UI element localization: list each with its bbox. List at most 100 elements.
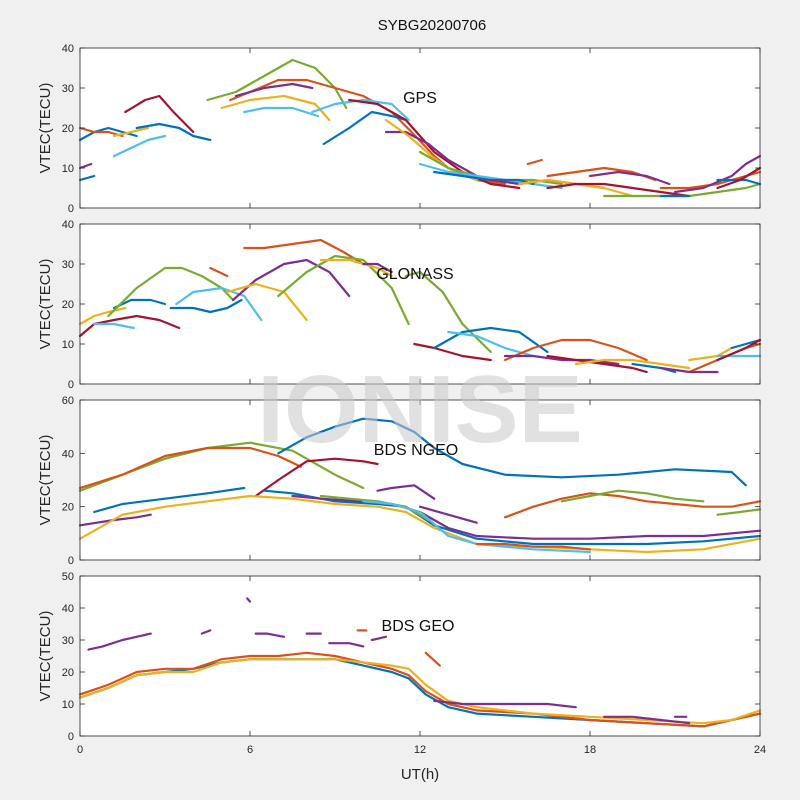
series-line-33 bbox=[716, 166, 762, 190]
series-line-27 bbox=[588, 170, 671, 186]
series-line-5 bbox=[112, 134, 167, 158]
panel-annotation: BDS GEO bbox=[382, 618, 455, 635]
series-line-14 bbox=[603, 715, 691, 725]
x-tick-label: 0 bbox=[77, 744, 83, 756]
series-line-12 bbox=[277, 254, 410, 326]
series-line-7 bbox=[78, 162, 93, 170]
series-line-15 bbox=[404, 270, 492, 354]
panel-annotation: BDS NGEO bbox=[374, 442, 458, 459]
subplot-grid: 0 10 20 30 40 VTEC(TECU) GPS 0 10 20 30 40 VTEC(TECU… bbox=[37, 43, 766, 756]
series-line-20 bbox=[418, 162, 563, 190]
y-tick-label: 0 bbox=[68, 379, 74, 391]
series-line-2 bbox=[78, 651, 762, 728]
series-line-10 bbox=[376, 484, 436, 500]
series-line-10 bbox=[209, 266, 229, 278]
series-line-9 bbox=[291, 494, 762, 540]
series-line-6 bbox=[254, 632, 286, 638]
y-axis-label: VTEC(TECU) bbox=[37, 611, 54, 702]
y-tick-label: 30 bbox=[62, 635, 74, 647]
subplot-1: 0 10 20 30 40 VTEC(TECU) GPS bbox=[37, 43, 762, 215]
y-tick-label: 10 bbox=[62, 163, 74, 175]
subplot-2: 0 10 20 30 40 VTEC(TECU) GLONASS bbox=[37, 219, 762, 391]
series-line-3 bbox=[277, 417, 747, 487]
x-tick-label: 24 bbox=[754, 744, 766, 756]
y-tick-label: 0 bbox=[68, 203, 74, 215]
y-tick-label: 0 bbox=[68, 731, 74, 743]
y-tick-label: 20 bbox=[62, 123, 74, 135]
series-line-4 bbox=[87, 632, 152, 651]
series-line-19 bbox=[503, 338, 648, 362]
y-axis-label: VTEC(TECU) bbox=[37, 435, 54, 526]
y-axis-label: VTEC(TECU) bbox=[37, 259, 54, 350]
series-group bbox=[78, 238, 762, 374]
series-line-7 bbox=[175, 286, 263, 322]
series-line-4 bbox=[112, 126, 150, 138]
series-line-2 bbox=[78, 446, 303, 490]
y-tick-label: 30 bbox=[62, 259, 74, 271]
series-line-17 bbox=[433, 326, 549, 354]
plot-area bbox=[80, 224, 760, 384]
series-line-8 bbox=[78, 174, 96, 182]
series-line-6 bbox=[169, 298, 243, 314]
series-line-14 bbox=[362, 262, 393, 274]
series-line-7 bbox=[78, 494, 762, 554]
y-tick-label: 40 bbox=[62, 219, 74, 231]
series-line-13 bbox=[433, 699, 577, 709]
subplot-4: 0 6 12 18 24 0 10 20 30 40 50 VTEC(TECU) BDS GEO bbox=[37, 571, 766, 756]
y-tick-label: 30 bbox=[62, 83, 74, 95]
series-line-6 bbox=[78, 513, 152, 527]
plot-area bbox=[80, 576, 760, 736]
series-line-12 bbox=[424, 651, 441, 667]
plot-area bbox=[80, 400, 760, 560]
series-line-1 bbox=[124, 94, 195, 134]
series-line-26 bbox=[730, 338, 762, 350]
series-line-10 bbox=[246, 597, 252, 603]
series-line-32 bbox=[716, 178, 762, 186]
x-tick-label: 6 bbox=[247, 744, 253, 756]
series-line-16 bbox=[413, 342, 492, 362]
series-line-31 bbox=[673, 154, 762, 194]
y-tick-label: 10 bbox=[62, 339, 74, 351]
panel-annotation: GLONASS bbox=[376, 266, 453, 283]
series-line-21 bbox=[546, 354, 648, 374]
series-group bbox=[78, 597, 762, 728]
series-line-13 bbox=[234, 82, 314, 98]
x-tick-label: 18 bbox=[584, 744, 596, 756]
y-tick-label: 50 bbox=[62, 571, 74, 583]
y-tick-label: 20 bbox=[62, 299, 74, 311]
series-line-8 bbox=[328, 642, 365, 648]
series-line-5 bbox=[200, 629, 212, 635]
series-line-1 bbox=[78, 306, 127, 326]
series-line-3 bbox=[78, 658, 762, 725]
series-line-11 bbox=[243, 238, 365, 266]
series-line-29 bbox=[659, 366, 719, 374]
y-tick-label: 10 bbox=[62, 699, 74, 711]
series-line-12 bbox=[243, 106, 320, 118]
y-tick-label: 20 bbox=[62, 502, 74, 514]
plot-area bbox=[80, 48, 760, 208]
series-line-3 bbox=[78, 126, 124, 138]
y-tick-label: 20 bbox=[62, 667, 74, 679]
y-axis-label: VTEC(TECU) bbox=[37, 83, 54, 174]
x-axis-label: UT(h) bbox=[401, 766, 439, 783]
series-line-15 bbox=[560, 489, 705, 503]
series-line-16 bbox=[716, 508, 762, 516]
series-line-9 bbox=[226, 282, 308, 322]
series-line-16 bbox=[348, 98, 521, 190]
series-line-17 bbox=[384, 130, 478, 178]
series-line-23 bbox=[526, 158, 543, 166]
subplot-3: 0 20 40 60 VTEC(TECU) BDS NGEO bbox=[37, 395, 762, 567]
series-group bbox=[78, 417, 762, 554]
series-line-28 bbox=[716, 338, 762, 362]
series-line-17 bbox=[475, 542, 592, 551]
y-tick-label: 40 bbox=[62, 448, 74, 460]
series-line-18 bbox=[447, 330, 535, 358]
series-line-15 bbox=[322, 110, 407, 146]
series-line-4 bbox=[254, 457, 379, 498]
y-tick-label: 60 bbox=[62, 395, 74, 407]
series-line-4 bbox=[112, 298, 167, 310]
y-tick-label: 40 bbox=[62, 43, 74, 55]
series-line-5 bbox=[93, 486, 246, 514]
series-line-11 bbox=[418, 505, 478, 524]
